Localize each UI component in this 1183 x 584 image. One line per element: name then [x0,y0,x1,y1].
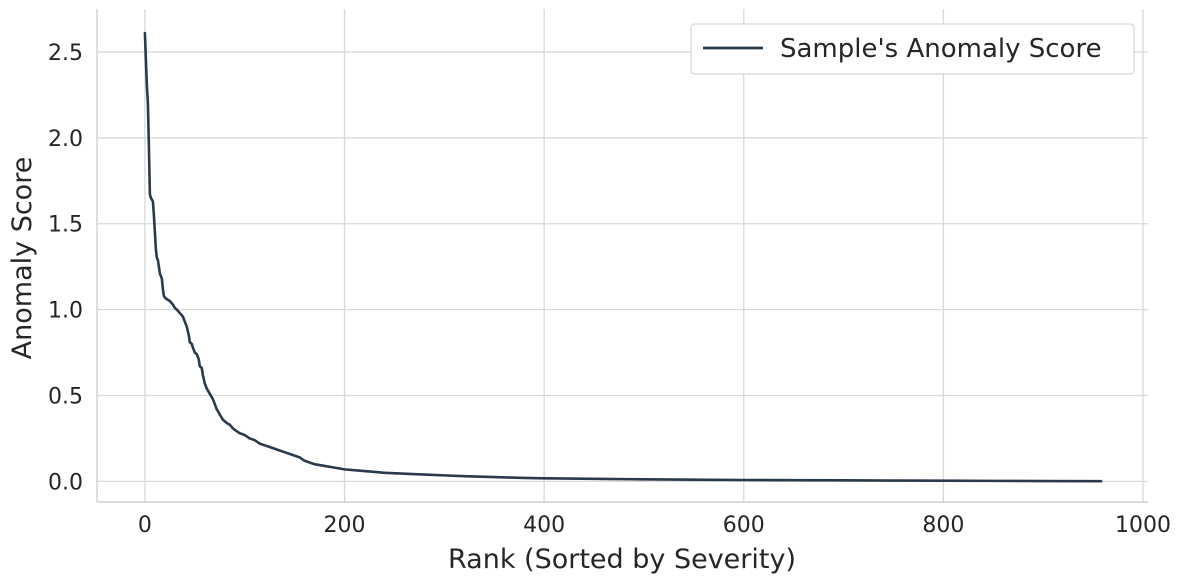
legend: Sample's Anomaly Score [690,23,1135,75]
x-tick-label: 600 [723,513,765,538]
x-tick-label: 800 [922,513,964,538]
x-tick-label: 1000 [1115,513,1171,538]
y-axis-label: Anomaly Score [7,157,38,360]
series [143,31,1103,483]
grid-lines [97,9,1148,502]
y-tick-label: 1.0 [48,299,83,324]
x-axis-label: Rank (Sorted by Severity) [448,544,796,575]
y-tick-label: 1.5 [48,213,83,238]
y-tick-label: 0.0 [48,470,83,495]
axes [96,9,1148,503]
y-tick-label: 2.0 [48,127,83,152]
x-tick-label: 200 [324,513,366,538]
legend-box [690,23,1135,75]
x-tick-label: 0 [138,513,152,538]
tick-labels: 0 200 400 600 800 1000 0.0 0.5 1.0 1.5 2.0 2.5 [48,41,1171,538]
y-tick-label: 0.5 [48,384,83,409]
y-tick-label: 2.5 [48,41,83,66]
legend-label: Sample's Anomaly Score [780,34,1102,64]
x-tick-label: 400 [523,513,565,538]
series-line-anomaly-score [143,31,1103,483]
